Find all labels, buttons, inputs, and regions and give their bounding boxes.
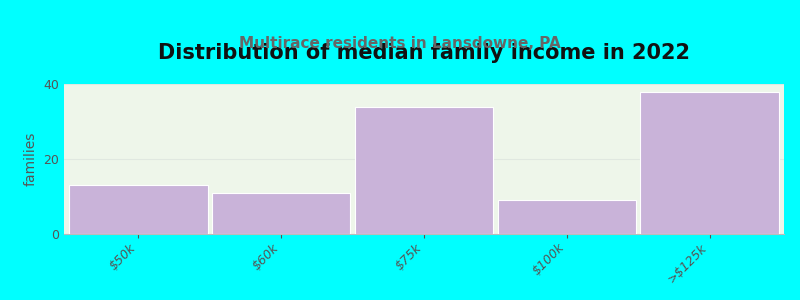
Title: Distribution of median family income in 2022: Distribution of median family income in … (158, 43, 690, 63)
Text: Multirace residents in Lansdowne, PA: Multirace residents in Lansdowne, PA (239, 36, 561, 51)
Y-axis label: families: families (24, 132, 38, 186)
Bar (498, 200, 636, 234)
Bar (212, 193, 350, 234)
Bar (69, 185, 207, 234)
Bar (354, 106, 494, 234)
Bar (641, 92, 779, 234)
